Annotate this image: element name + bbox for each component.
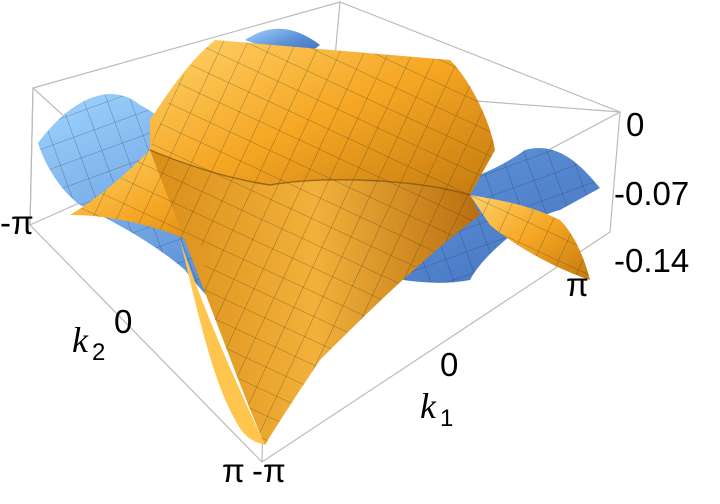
y-tick-1: 0: [114, 303, 132, 340]
z-tick-2: -0.14: [614, 242, 689, 279]
y-tick-0: -π: [0, 204, 34, 241]
z-tick-1: -0.07: [614, 175, 689, 212]
z-tick-0: 0: [626, 106, 644, 143]
y-tick-2: π: [222, 452, 245, 489]
x-tick-1: 0: [440, 346, 458, 383]
x-tick-2: π: [566, 266, 589, 303]
orange-surface: [70, 40, 590, 445]
x-axis-subscript: 1: [440, 405, 453, 432]
y-axis-symbol: k: [72, 320, 89, 360]
y-axis-ticks: -π 0 π: [0, 204, 245, 489]
x-axis-label: k 1: [420, 386, 453, 432]
svg-text:k: k: [420, 386, 437, 426]
x-axis-ticks: -π 0 π: [252, 266, 589, 489]
y-axis-label: k 2: [72, 320, 105, 366]
x-axis-symbol: k: [420, 386, 437, 426]
x-tick-0: -π: [252, 452, 286, 489]
y-axis-subscript: 2: [92, 339, 105, 366]
z-axis-ticks: 0 -0.07 -0.14: [614, 106, 689, 279]
svg-text:k: k: [72, 320, 89, 360]
